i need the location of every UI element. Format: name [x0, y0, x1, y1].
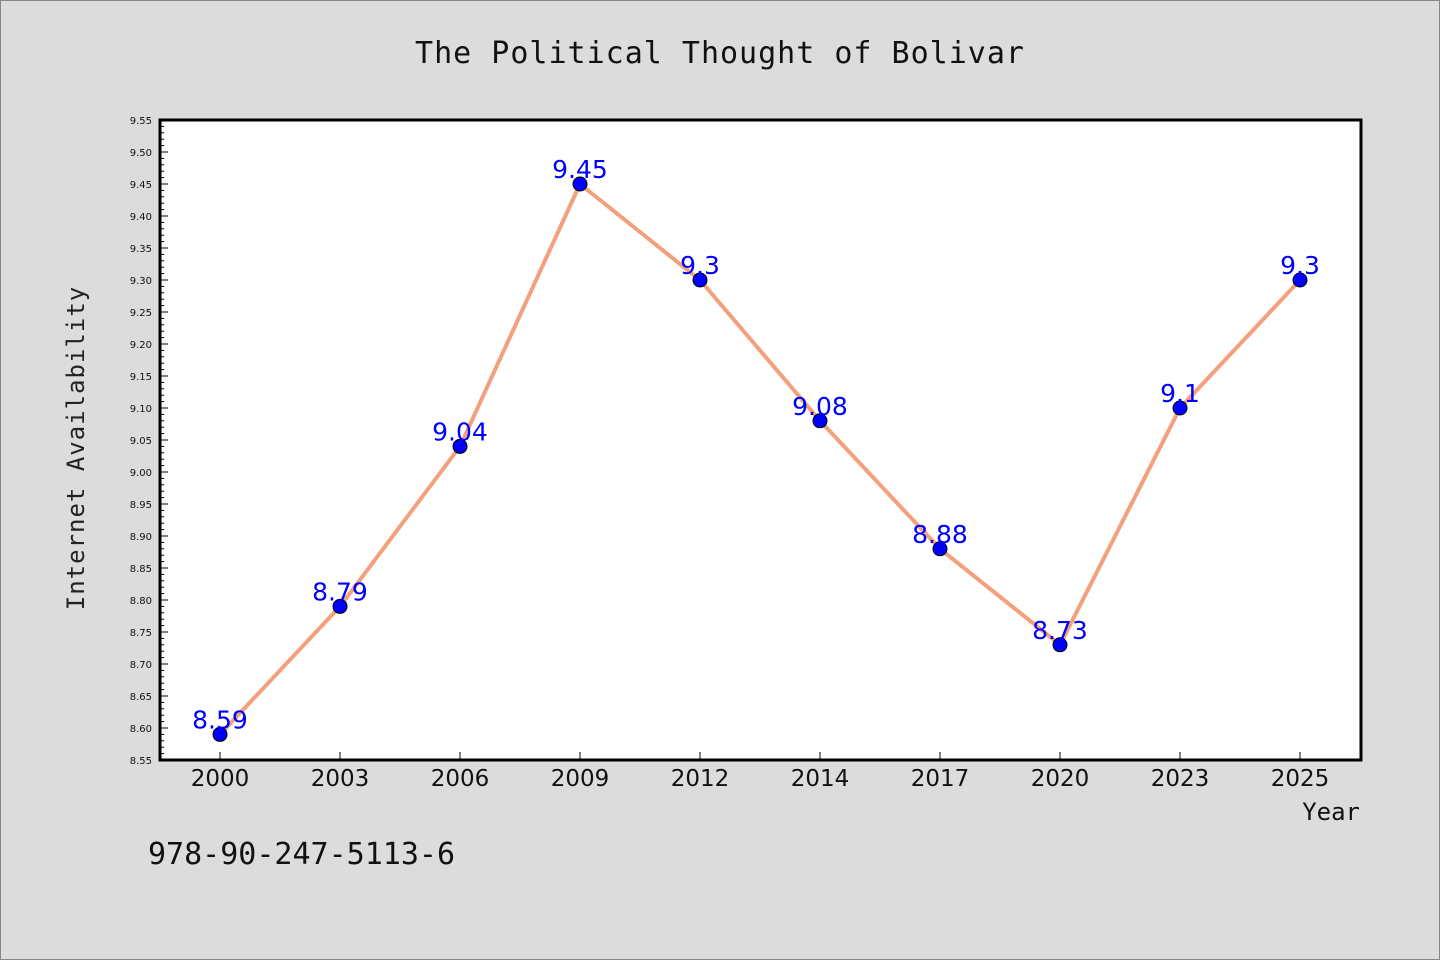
- chart-title: The Political Thought of Bolivar: [415, 36, 1025, 71]
- y-tick-label: 9.40: [130, 212, 152, 223]
- data-label: 8.73: [1032, 616, 1088, 645]
- series-line: [218, 182, 1302, 737]
- data-label: 9.45: [552, 155, 608, 184]
- plot-area: [158, 118, 1363, 762]
- y-tick-label: 9.10: [130, 404, 152, 415]
- y-tick-label: 9.15: [130, 372, 152, 383]
- data-label: 9.08: [792, 392, 848, 421]
- data-label: 9.3: [680, 251, 720, 280]
- x-tick-label: 2003: [311, 766, 370, 792]
- x-tick-label: 2014: [791, 766, 850, 792]
- data-label: 9.04: [432, 417, 488, 446]
- x-tick-label: 2017: [911, 766, 970, 792]
- data-point: [212, 726, 228, 742]
- y-tick-label: 8.95: [130, 500, 152, 511]
- data-point: [1172, 400, 1188, 416]
- isbn-text: 978-90-247-5113-6: [148, 837, 455, 872]
- data-point: [692, 272, 708, 288]
- y-tick-label: 8.65: [130, 692, 152, 703]
- data-point: [812, 413, 828, 429]
- x-tick-label: 2006: [431, 766, 490, 792]
- data-point: [572, 176, 588, 192]
- data-label: 8.88: [912, 520, 968, 549]
- y-tick-label: 9.35: [130, 244, 152, 255]
- data-label: 9.3: [1280, 251, 1320, 280]
- x-tick-label: 2020: [1031, 766, 1090, 792]
- y-tick-label: 8.60: [130, 724, 152, 735]
- y-tick-label: 9.50: [130, 148, 152, 159]
- y-axis-label: Internet Availability: [62, 286, 90, 610]
- y-tick-label: 9.25: [130, 308, 152, 319]
- y-tick-label: 8.85: [130, 564, 152, 575]
- data-label: 8.79: [312, 577, 368, 606]
- y-tick-label: 9.45: [130, 180, 152, 191]
- y-tick-label: 9.00: [130, 468, 152, 479]
- data-label: 9.1: [1160, 379, 1200, 408]
- y-tick-label: 9.55: [130, 116, 152, 127]
- y-tick-label: 8.90: [130, 532, 152, 543]
- data-label-layer: 8.59 8.79 9.04 9.45 9.3 9.08 8.88 8.73 9.1 9.3: [192, 155, 1320, 734]
- y-tick-label: 9.05: [130, 436, 152, 447]
- y-tick-label: 8.70: [130, 660, 152, 671]
- x-tick-label: 2023: [1151, 766, 1210, 792]
- y-tick-label: 8.80: [130, 596, 152, 607]
- data-point: [1052, 637, 1068, 653]
- y-tick-label: 9.30: [130, 276, 152, 287]
- x-tick-label: 2025: [1271, 766, 1330, 792]
- data-point: [932, 541, 948, 557]
- data-point: [332, 598, 348, 614]
- x-axis: 2000 2003 2006 2009 2012 2014 2017 2020 2023 2025: [191, 752, 1330, 792]
- series-layer: [212, 176, 1308, 742]
- y-tick-label: 8.55: [130, 756, 152, 767]
- x-tick-label: 2000: [191, 766, 250, 792]
- y-axis: 8.55 8.60 8.65 8.70 8.75 8.80 8.85 8.90 8.95 9.00…: [130, 116, 168, 767]
- data-point: [452, 438, 468, 454]
- y-tick-label: 9.20: [130, 340, 152, 351]
- data-label: 8.59: [192, 705, 248, 734]
- x-tick-label: 2009: [551, 766, 610, 792]
- x-axis-label: Year: [1302, 798, 1360, 826]
- y-tick-label: 8.75: [130, 628, 152, 639]
- data-point: [1292, 272, 1308, 288]
- x-tick-label: 2012: [671, 766, 730, 792]
